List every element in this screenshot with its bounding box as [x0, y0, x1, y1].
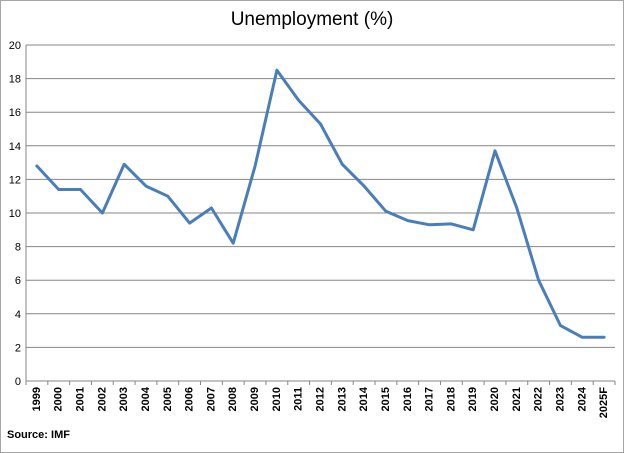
y-tick-label: 18 [9, 74, 21, 86]
x-tick-label: 2012 [315, 387, 327, 411]
x-tick-label: 2001 [75, 387, 87, 411]
x-tick-label: 2010 [271, 387, 283, 411]
x-tick-label: 2004 [140, 386, 152, 411]
x-tick-label: 2013 [336, 387, 348, 411]
y-tick-label: 14 [9, 141, 21, 153]
x-tick-label: 2022 [533, 387, 545, 411]
y-tick-label: 12 [9, 174, 21, 186]
x-tick-label: 2020 [489, 387, 501, 411]
x-tick-label: 2003 [118, 387, 130, 411]
x-tick-label: 2018 [445, 387, 457, 411]
x-tick-label: 2005 [162, 387, 174, 411]
x-tick-label: 2006 [184, 387, 196, 411]
x-tick-label: 2017 [424, 387, 436, 411]
x-tick-label: 2011 [293, 387, 305, 411]
y-tick-label: 2 [15, 342, 21, 354]
y-tick-label: 6 [15, 275, 21, 287]
x-tick-label: 2014 [358, 386, 370, 411]
x-tick-label: 2008 [227, 387, 239, 411]
y-tick-label: 20 [9, 40, 21, 52]
x-tick-label: 1999 [31, 387, 43, 411]
x-tick-label: 2007 [205, 387, 217, 411]
y-tick-label: 4 [15, 309, 21, 321]
y-tick-label: 10 [9, 208, 21, 220]
x-tick-label: 2002 [96, 387, 108, 411]
x-tick-label: 2021 [511, 387, 523, 411]
x-tick-label: 2016 [402, 387, 414, 411]
x-tick-label: 2019 [467, 387, 479, 411]
chart-title: Unemployment (%) [230, 9, 394, 30]
source-note: Source: IMF [7, 429, 70, 441]
x-tick-label: 2009 [249, 387, 261, 411]
y-tick-label: 0 [15, 376, 21, 388]
x-tick-label: 2023 [554, 387, 566, 411]
series-line-unemployment [35, 68, 606, 339]
x-tick-label: 2025F [598, 387, 610, 418]
x-tick-label: 2024 [576, 386, 588, 411]
y-tick-label: 16 [9, 107, 21, 119]
x-tick-label: 2000 [53, 387, 65, 411]
y-tick-label: 8 [15, 242, 21, 254]
x-tick-label: 2015 [380, 387, 392, 411]
